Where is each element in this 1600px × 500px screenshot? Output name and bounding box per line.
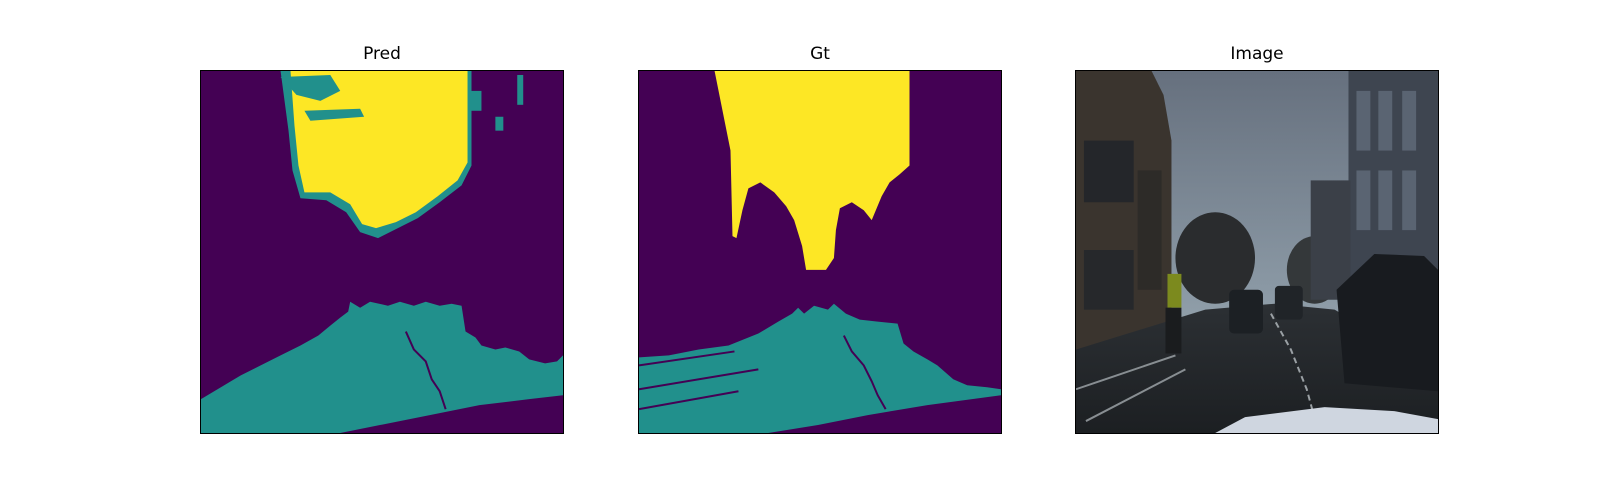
panel-title-pred: Pred [363,44,401,64]
pred-segmentation-map [200,70,564,434]
road-marking [1270,313,1314,412]
pred-mask [201,71,563,433]
tree-silhouette [1175,212,1256,304]
street-scene-photo [1075,70,1439,434]
gt-road-region [639,303,1001,433]
car-hood [1215,407,1438,433]
gt-mask [639,71,1001,433]
street-scene-image [1076,71,1438,433]
ground-truth-segmentation-map [638,70,1002,434]
cyclist [1167,273,1182,308]
car [1229,289,1263,334]
panel-title-image: Image [1230,44,1284,64]
pred-road-region [201,301,563,433]
parked-suv [1336,253,1438,392]
panel-title-gt: Gt [810,44,830,64]
gt-sky-region [714,71,910,270]
